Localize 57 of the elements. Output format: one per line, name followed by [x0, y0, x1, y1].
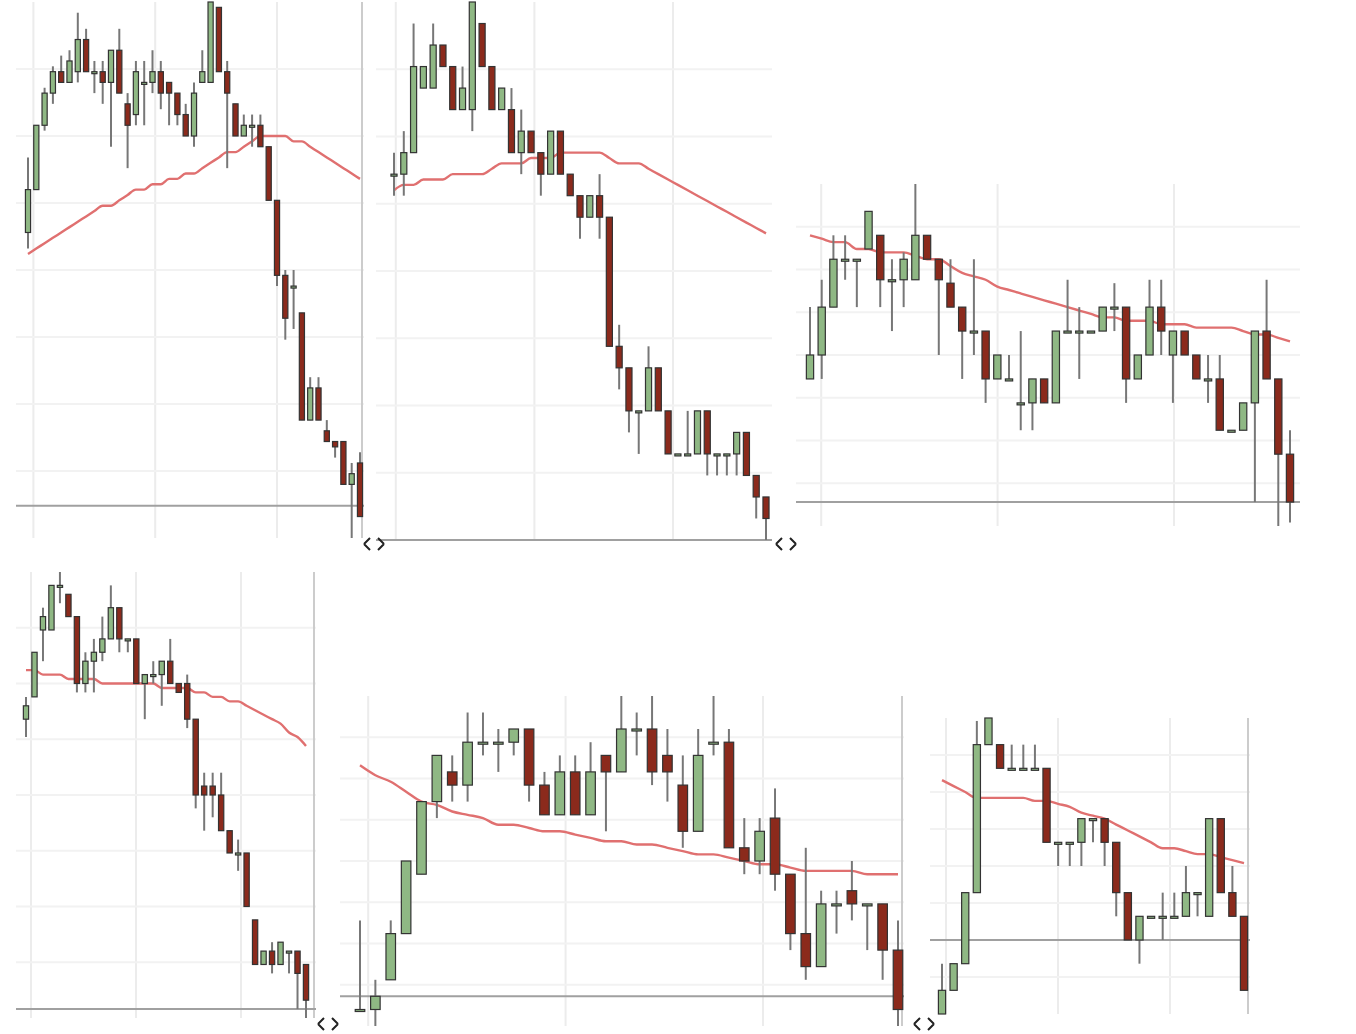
candlestick	[554, 754, 566, 816]
candlestick	[268, 941, 276, 975]
candlestick	[662, 728, 673, 803]
candlestick	[285, 950, 293, 975]
candlestick	[232, 103, 239, 137]
candlestick	[248, 113, 256, 148]
candlestick	[385, 919, 397, 981]
candlestick	[462, 711, 473, 803]
candlestick	[82, 27, 90, 73]
candlestick	[934, 258, 944, 356]
candlestick	[116, 606, 123, 654]
candlestick	[48, 584, 55, 631]
candlestick	[600, 754, 612, 833]
candlestick	[431, 754, 443, 820]
candlestick	[157, 59, 164, 111]
candlestick	[99, 615, 106, 663]
candlestick	[800, 846, 812, 981]
candlestick	[290, 269, 297, 330]
candlestick	[323, 419, 330, 443]
candlestick	[340, 440, 347, 485]
candlestick	[492, 728, 504, 773]
candlestick	[708, 695, 719, 757]
candlestick	[277, 941, 284, 966]
candlestick	[132, 59, 140, 127]
candlestick	[315, 376, 322, 422]
candlestick	[852, 258, 862, 309]
candlestick	[107, 49, 115, 148]
candlestick	[646, 695, 658, 787]
candlestick	[149, 49, 156, 95]
candlestick	[631, 711, 643, 757]
candlestick	[846, 860, 858, 922]
candlestick	[861, 902, 873, 952]
candlestick	[354, 919, 366, 1013]
candlestick	[150, 660, 157, 685]
candlestick	[141, 59, 148, 127]
candlestick	[116, 27, 123, 95]
candlestick	[615, 695, 627, 773]
candlestick	[877, 902, 888, 981]
candlestick	[31, 651, 38, 698]
candlestick	[190, 81, 198, 148]
candlestick	[569, 754, 581, 816]
candlestick	[446, 754, 458, 803]
candlestick	[370, 978, 381, 1027]
candlestick	[677, 754, 689, 849]
candlestick	[754, 817, 766, 876]
candlestick	[90, 637, 98, 694]
candlestick	[294, 950, 301, 1011]
candlestick	[251, 919, 259, 966]
candlestick	[539, 770, 550, 816]
candlestick	[508, 728, 520, 757]
candlestick	[585, 741, 596, 816]
candlestick	[477, 711, 489, 757]
candlestick	[831, 889, 842, 935]
candlestick	[74, 11, 81, 84]
candlestick	[133, 638, 140, 685]
candlestick	[22, 695, 30, 739]
candlestick	[738, 817, 750, 876]
